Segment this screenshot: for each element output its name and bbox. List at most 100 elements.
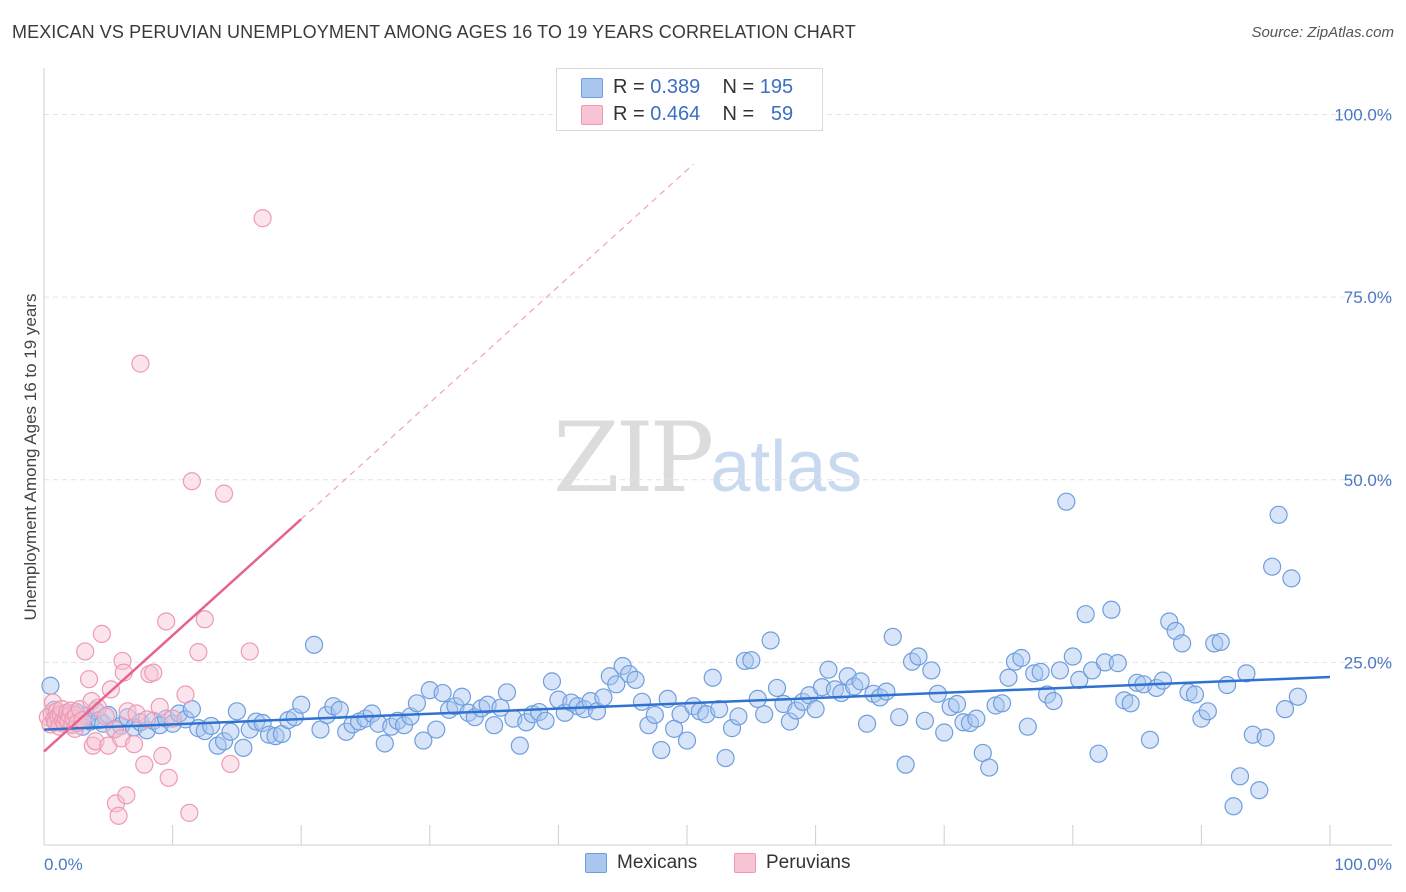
mexicans-point	[1089, 744, 1108, 763]
mexicans-point	[1250, 781, 1269, 800]
mexicans-point	[677, 731, 697, 750]
mexicans-point	[652, 740, 671, 760]
mexicans-point	[1173, 634, 1192, 653]
y-axis-label: Unemployment Among Ages 16 to 19 years	[21, 294, 40, 621]
mexicans-point	[1095, 653, 1115, 672]
mexicans-point	[755, 705, 774, 724]
mexicans-point	[234, 738, 253, 757]
n-label: N =	[722, 103, 755, 125]
x-tick-label-min: 0.0%	[44, 855, 83, 874]
mexicans-point	[980, 758, 999, 777]
peruvians-point	[135, 755, 154, 774]
mexicans-trend-line	[43, 675, 1331, 731]
mexicans-point	[909, 647, 928, 666]
peruvians-point	[109, 806, 128, 825]
mexicans-point	[362, 704, 382, 723]
mexicans-point	[407, 694, 427, 713]
peruvians-point	[195, 610, 214, 629]
peruvians-point	[176, 685, 195, 704]
peruvians-point	[221, 754, 240, 774]
peruvians-legend-swatch	[734, 853, 756, 873]
mexicans-point	[761, 631, 780, 650]
watermark: ZIPatlas	[553, 402, 862, 514]
peruvians-point	[150, 697, 169, 717]
peruvians-point	[182, 472, 201, 491]
grid-lines	[44, 114, 1392, 663]
peruvians-point	[240, 642, 259, 661]
watermark-zip: ZIP	[553, 402, 714, 514]
mexicans-point	[452, 687, 472, 706]
r-value: 0.464	[650, 103, 701, 125]
peruvians-point	[131, 354, 150, 373]
mexicans-point	[710, 700, 729, 719]
source-label: Source: ZipAtlas.com	[1251, 24, 1394, 41]
mexicans-point	[999, 668, 1018, 687]
mexicans-point	[896, 755, 915, 774]
peruvians-point	[117, 786, 136, 805]
mexicans-point	[883, 627, 902, 646]
mexicans-point	[259, 725, 279, 744]
mexicans-point	[716, 748, 735, 768]
peruvians-points	[38, 209, 272, 825]
mexicans-point	[1063, 647, 1082, 666]
mexicans-point	[1205, 634, 1224, 653]
mexicans-point	[41, 676, 60, 695]
mexicans-point	[626, 670, 645, 690]
watermark-atlas: atlas	[710, 427, 863, 507]
mexicans-point	[1057, 492, 1076, 511]
mexicans-point	[375, 734, 394, 753]
mexicans-point	[1025, 664, 1044, 683]
n-value: 59	[770, 103, 794, 125]
correlation-legend: R = 0.389 N = 195 R = 0.464 N = 59	[556, 68, 823, 131]
mexicans-point	[1269, 505, 1288, 524]
mexicans-point	[214, 732, 234, 751]
r-label: R =	[613, 76, 645, 98]
mexicans-legend-label: Mexicans	[617, 852, 698, 873]
peruvians-trend-extension	[300, 163, 694, 520]
mexicans-point	[1198, 702, 1217, 721]
mexicans-point	[427, 720, 446, 739]
r-label: R =	[613, 103, 645, 125]
mexicans-point	[1237, 664, 1256, 683]
mexicans-point	[806, 700, 825, 719]
mexicans-point	[1108, 654, 1127, 673]
mexicans-point	[221, 722, 240, 741]
peruvians-point	[189, 643, 208, 662]
x-axis-ticks	[172, 825, 1331, 845]
mexicans-point	[1082, 661, 1102, 680]
mexicans-point	[1153, 671, 1172, 690]
mexicans-point	[1044, 691, 1063, 711]
peruvians-point	[153, 746, 172, 765]
mexicans-point	[304, 635, 324, 654]
mexicans-point	[1012, 648, 1031, 668]
mexicans-point	[1275, 700, 1295, 719]
mexicans-point	[1018, 717, 1037, 736]
peruvians-point	[96, 707, 115, 726]
mexicans-point	[1211, 632, 1230, 652]
peruvians-point	[214, 484, 234, 503]
mexicans-point	[671, 705, 690, 724]
n-value: 195	[759, 76, 794, 98]
peruvians-point	[144, 663, 163, 682]
mexicans-point	[1031, 662, 1050, 681]
mexicans-point	[227, 702, 246, 721]
mexicans-point	[1192, 709, 1211, 728]
mexicans-point	[645, 705, 664, 725]
peruvians-point	[180, 803, 199, 822]
mexicans-point	[1282, 569, 1301, 588]
peruvians-point	[253, 209, 272, 228]
mexicans-point	[433, 683, 452, 703]
mexicans-point	[1230, 767, 1250, 786]
mexicans-point	[915, 711, 935, 730]
mexicans-point	[639, 716, 658, 735]
peruvians-trend-line	[43, 518, 303, 753]
mexicans-point	[767, 678, 787, 698]
mexicans-point	[1140, 730, 1160, 749]
peruvians-point	[137, 710, 156, 729]
peruvians-point	[127, 704, 146, 723]
n-label: N =	[722, 76, 755, 98]
mexicans-point	[485, 716, 504, 735]
mexicans-point	[780, 712, 799, 731]
mexicans-point	[1263, 557, 1282, 576]
